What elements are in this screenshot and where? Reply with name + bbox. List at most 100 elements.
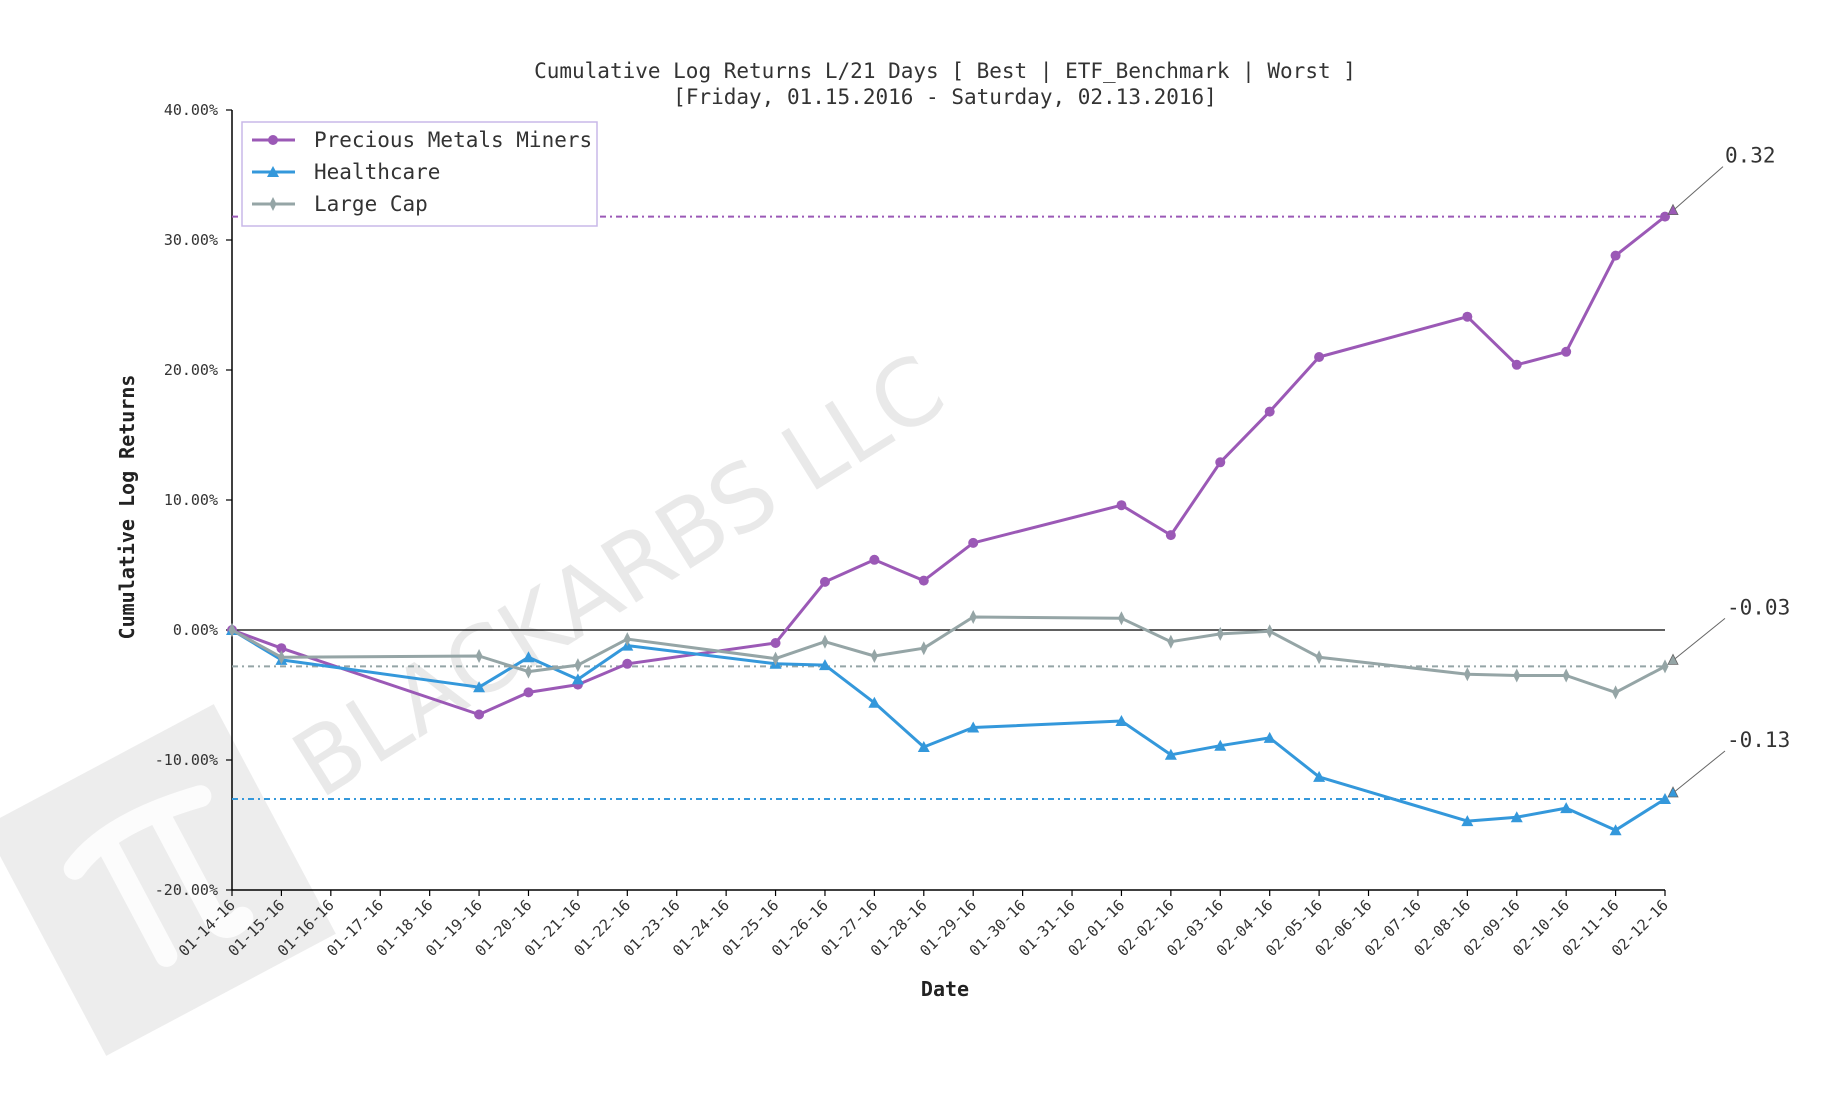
data-point	[917, 741, 930, 752]
y-tick-label: -10.00%	[155, 751, 218, 769]
data-point	[1610, 250, 1621, 261]
data-point	[1263, 731, 1276, 743]
pi-icon	[63, 785, 254, 967]
data-point	[1461, 815, 1474, 827]
annotation-label: 0.32	[1725, 144, 1776, 168]
data-point	[772, 651, 780, 666]
legend-label: Healthcare	[314, 160, 440, 184]
data-point	[1612, 685, 1620, 700]
data-point	[969, 610, 977, 624]
data-point	[1314, 352, 1325, 362]
legend-item: Healthcare	[252, 160, 440, 184]
data-point	[870, 649, 878, 663]
x-axis: 01-14-1601-15-1601-16-1601-17-1601-18-16…	[175, 889, 1672, 960]
chart-subtitle: [Friday, 01.15.2016 - Saturday, 02.13.20…	[673, 85, 1217, 109]
data-point	[1463, 667, 1471, 682]
data-point	[522, 651, 535, 663]
annotation-arrow	[1672, 618, 1726, 661]
legend-item: Precious Metals Miners	[252, 128, 592, 152]
data-point	[1115, 715, 1128, 726]
legend-label: Precious Metals Miners	[314, 128, 592, 152]
y-tick-label: -20.00%	[155, 881, 218, 899]
data-point	[1609, 824, 1622, 836]
data-point	[1215, 457, 1226, 468]
data-point	[1167, 634, 1175, 649]
data-point	[1216, 626, 1224, 641]
data-point	[1510, 811, 1523, 823]
y-axis: -20.00% -10.00% 0.00% 10.00% 20.00% 30.00% 40.…	[155, 101, 1665, 899]
y-tick-label: 20.00%	[164, 361, 218, 379]
data-point	[1659, 793, 1671, 804]
legend: Precious Metals Miners Healthcare Large Ca…	[241, 121, 598, 227]
series-precious-metals-miners	[227, 211, 1670, 720]
y-axis-label: Cumulative Log Returns	[115, 375, 139, 640]
data-point	[571, 673, 584, 685]
annotation-label: -0.13	[1727, 728, 1790, 752]
annotation-arrow	[1672, 750, 1726, 794]
data-point	[819, 576, 830, 587]
data-point	[1513, 668, 1521, 683]
data-point	[1560, 802, 1573, 814]
watermark-logo	[0, 704, 336, 1056]
data-point	[623, 632, 631, 647]
legend-marker	[268, 135, 278, 145]
data-point	[1511, 359, 1522, 370]
data-point	[918, 575, 929, 586]
data-point	[1116, 500, 1127, 511]
annotation-arrow	[1672, 166, 1724, 211]
data-point	[1562, 668, 1570, 683]
data-point	[622, 658, 633, 669]
annotation-label: -0.03	[1727, 595, 1790, 619]
data-point	[1117, 611, 1125, 626]
watermark-logo-background	[0, 704, 336, 1056]
data-point	[1214, 739, 1227, 751]
data-point	[474, 709, 485, 720]
y-tick-label: 30.00%	[164, 231, 218, 249]
data-point	[1164, 748, 1177, 760]
legend-marker	[269, 197, 277, 211]
data-point	[228, 623, 236, 637]
data-point	[868, 696, 881, 708]
data-point	[818, 659, 831, 671]
annotation-marker	[1667, 203, 1679, 216]
data-point	[523, 687, 534, 698]
chart-title-group: Cumulative Log Returns L/21 Days [ Best …	[534, 59, 1356, 109]
data-point	[1561, 346, 1572, 357]
series-large-cap	[228, 610, 1669, 700]
data-point	[1661, 659, 1669, 674]
data-point	[475, 649, 483, 663]
data-point	[869, 554, 880, 565]
data-point	[277, 650, 285, 665]
chart-title: Cumulative Log Returns L/21 Days [ Best …	[534, 59, 1356, 84]
data-point	[1462, 311, 1473, 322]
legend-item: Large Cap	[252, 192, 428, 216]
legend-marker	[267, 166, 279, 177]
data-point	[1165, 530, 1176, 541]
data-point	[1266, 624, 1274, 639]
series-layer	[226, 211, 1671, 836]
x-axis-label: Date	[921, 977, 969, 1001]
annotation-marker	[1667, 653, 1679, 665]
data-point	[473, 681, 486, 693]
legend-label: Large Cap	[314, 192, 428, 216]
y-tick-label: 40.00%	[164, 101, 218, 119]
data-point	[1660, 211, 1670, 222]
data-point	[1315, 650, 1323, 665]
data-point	[574, 658, 582, 673]
data-point	[1313, 770, 1326, 782]
annotations: 0.32 -0.13 -0.03	[1667, 144, 1790, 798]
y-tick-label: 10.00%	[164, 491, 218, 509]
y-tick-label: 0.00%	[173, 621, 218, 639]
data-point	[920, 641, 928, 656]
reference-lines	[232, 215, 1665, 800]
watermark-text: BLACKARBS LLC	[275, 334, 962, 819]
data-point	[967, 721, 980, 733]
data-point	[524, 664, 532, 679]
data-point	[770, 638, 781, 648]
data-point	[276, 643, 287, 654]
data-point	[968, 537, 979, 548]
data-point	[821, 634, 829, 649]
data-point	[1264, 406, 1275, 417]
legend-box	[241, 121, 598, 227]
